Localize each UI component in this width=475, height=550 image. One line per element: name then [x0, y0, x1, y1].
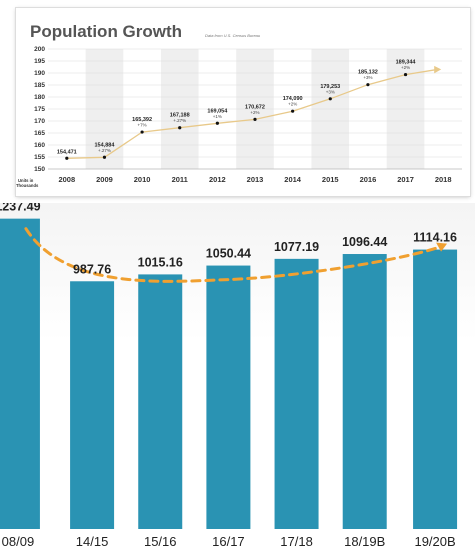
- data-percent-label: +3%: [363, 75, 372, 80]
- x-tick-label: 18/19B: [344, 534, 385, 549]
- data-percent-label: +.27%: [173, 118, 186, 123]
- bar-16/17: [206, 265, 251, 529]
- x-tick-label: 14/15: [76, 534, 109, 549]
- trend-arrowhead: [436, 242, 448, 252]
- y-tick-label: 160: [34, 142, 45, 149]
- data-value-label: 169,054: [207, 108, 228, 114]
- bar-value-label: 1015.16: [138, 255, 183, 269]
- bar-value-label: 1050.44: [206, 247, 251, 261]
- data-percent-label: +2%: [288, 102, 297, 107]
- y-tick-label: 150: [34, 166, 45, 173]
- x-tick-label: 2018: [435, 175, 452, 184]
- chart-source: Data from U.S. Census Bureau: [205, 33, 261, 38]
- x-tick-label: 08/09: [2, 534, 35, 549]
- y-tick-label: 200: [34, 46, 45, 53]
- bar-14/15: [70, 281, 115, 529]
- data-point: [366, 83, 370, 87]
- y-tick-label: 155: [34, 154, 45, 161]
- x-tick-label: 2010: [134, 175, 151, 184]
- data-point: [215, 121, 219, 125]
- data-point: [403, 72, 408, 77]
- x-tick-label: 2013: [247, 175, 264, 184]
- bar-value-label: 987.76: [73, 262, 111, 276]
- gridlines: [48, 48, 462, 170]
- data-percent-label: +3%: [326, 89, 335, 94]
- projection-arrowhead: [434, 65, 442, 74]
- x-tick-label: 16/17: [212, 534, 245, 549]
- data-value-label: 165,392: [132, 117, 152, 123]
- x-tick-label: 2017: [397, 175, 414, 184]
- y-tick-label: 185: [34, 82, 45, 89]
- population-growth-panel: 150 155 160 165 170 175 180 185 190 195 200 2008 20…: [16, 8, 470, 196]
- bar-08/09: [0, 218, 40, 529]
- y-tick-label: 175: [34, 106, 45, 113]
- bar-18/19B: [342, 254, 387, 529]
- data-point: [291, 109, 295, 113]
- bar-value-label: 1077.19: [274, 240, 319, 254]
- trend-line: [24, 227, 443, 283]
- data-value-label: 170,672: [245, 104, 265, 110]
- chart-title: Population Growth: [30, 22, 182, 41]
- data-value-label: 189,344: [396, 60, 417, 66]
- x-tick-label: 17/18: [280, 534, 313, 549]
- bars: [0, 218, 458, 529]
- x-tick-label: 15/16: [144, 534, 177, 549]
- bar-19/20B: [413, 249, 458, 529]
- bar-15/16: [138, 274, 183, 529]
- x-tick-label: 2011: [172, 175, 188, 184]
- bar-value-labels: 1237.49 987.76 1015.16 1050.44 1077.19 1096.4…: [0, 203, 457, 276]
- data-percent-label: +1%: [213, 114, 222, 119]
- x-tick-label: 19/20B: [414, 534, 455, 549]
- data-point: [140, 130, 144, 134]
- x-axis-ticks: 08/09 14/15 15/16 16/17 17/18 18/19B 19/20B: [2, 534, 456, 549]
- bar-value-label: 1096.44: [342, 235, 387, 249]
- data-value-label: 185,132: [358, 70, 378, 76]
- x-axis-ticks: 2008 2009 2010 2011 2012 2013 2014 2015 2016 2017…: [58, 175, 451, 184]
- data-point: [178, 126, 182, 130]
- y-tick-label: 180: [34, 94, 45, 101]
- y-tick-label: 190: [34, 70, 45, 77]
- x-tick-label: 2008: [58, 175, 75, 184]
- data-points: [65, 72, 408, 160]
- bar-value-label: 1114.16: [413, 231, 457, 245]
- data-value-label: 167,188: [170, 113, 190, 119]
- data-labels: 154,471154,884+.27%165,392+7%167,188+.27…: [57, 60, 417, 156]
- y-tick-label: 165: [34, 130, 45, 137]
- y-tick-label: 195: [34, 58, 45, 65]
- data-value-label: 179,253: [320, 84, 340, 90]
- data-value-label: 174,090: [283, 96, 303, 102]
- data-point: [328, 97, 332, 101]
- x-tick-label: 2015: [322, 175, 339, 184]
- data-point: [102, 155, 107, 159]
- x-tick-label: 2016: [360, 175, 377, 184]
- cost-bar-chart: 1237.49 987.76 1015.16 1050.44 1077.19 1096.4…: [0, 203, 458, 549]
- x-tick-label: 2009: [96, 175, 113, 184]
- x-tick-label: 2014: [284, 175, 302, 184]
- data-value-label: 154,884: [95, 142, 116, 148]
- y-axis-ticks: 150 155 160 165 170 175 180 185 190 195 200: [34, 46, 45, 173]
- y-axis-unit-label-line1: Units in: [18, 178, 34, 183]
- data-point: [253, 117, 257, 121]
- y-tick-label: 170: [34, 118, 45, 125]
- x-tick-label: 2012: [209, 175, 226, 184]
- data-percent-label: +2%: [401, 65, 410, 70]
- bar-17/18: [274, 258, 319, 529]
- data-point: [65, 156, 69, 160]
- data-percent-label: +7%: [138, 123, 147, 128]
- data-percent-label: +2%: [250, 110, 259, 115]
- cost-bar-chart-area: 1237.49 987.76 1015.16 1050.44 1077.19 1096.4…: [0, 203, 475, 550]
- bar-value-label: 1237.49: [0, 203, 41, 214]
- data-percent-label: +.27%: [98, 148, 111, 153]
- data-value-label: 154,471: [57, 149, 77, 155]
- y-axis-unit-label-line2: Thousands: [16, 183, 39, 188]
